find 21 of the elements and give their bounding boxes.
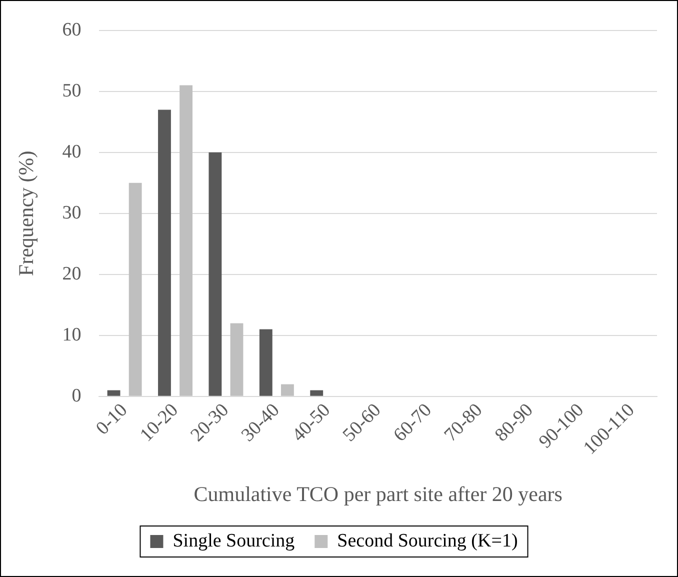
y-tick-label: 10 xyxy=(62,324,82,346)
x-tick-label: 0-10 xyxy=(92,400,132,440)
y-tick-label: 0 xyxy=(72,385,82,406)
y-tick-label: 50 xyxy=(62,80,82,102)
bar xyxy=(158,110,171,396)
bar xyxy=(310,390,324,396)
bar xyxy=(128,182,142,396)
y-axis-title: Frequency (%) xyxy=(14,150,38,276)
x-axis-title: Cumulative TCO per part site after 20 years xyxy=(194,482,562,506)
bar xyxy=(107,390,120,396)
legend-label: Second Sourcing (K=1) xyxy=(337,530,518,552)
y-tick-label: 40 xyxy=(62,141,82,162)
bar xyxy=(230,323,244,396)
legend-label: Single Sourcing xyxy=(172,530,296,552)
y-tick-label: 60 xyxy=(62,19,82,40)
y-tick-label: 20 xyxy=(62,263,82,284)
bar xyxy=(208,152,222,396)
y-tick-label: 30 xyxy=(62,202,82,224)
bar xyxy=(259,329,272,396)
bar xyxy=(280,384,294,396)
bar xyxy=(180,85,193,396)
